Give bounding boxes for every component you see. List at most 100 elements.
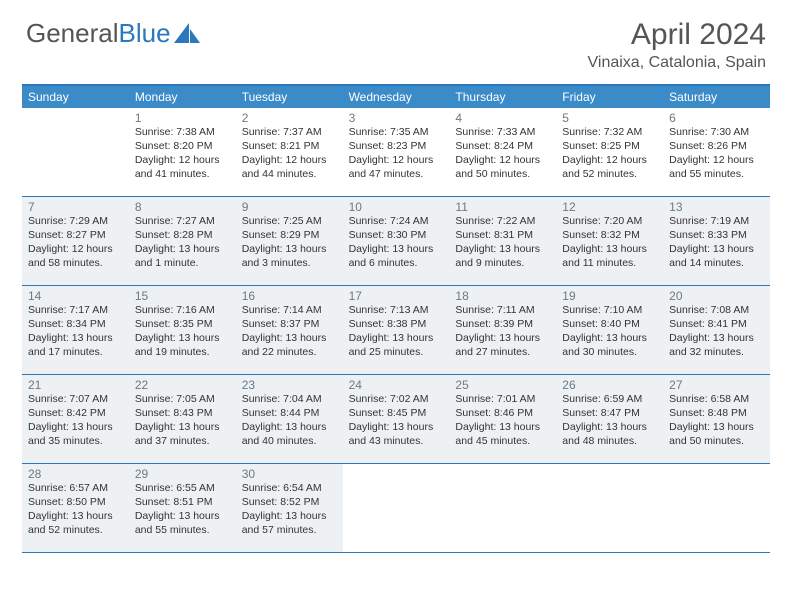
day-cell: 25Sunrise: 7:01 AMSunset: 8:46 PMDayligh… xyxy=(449,375,556,463)
day-cell xyxy=(343,464,450,552)
day-number: 3 xyxy=(349,111,444,125)
day-cell: 20Sunrise: 7:08 AMSunset: 8:41 PMDayligh… xyxy=(663,286,770,374)
day-d2: and 1 minute. xyxy=(135,257,230,271)
day-sunset: Sunset: 8:50 PM xyxy=(28,496,123,510)
day-d2: and 58 minutes. xyxy=(28,257,123,271)
day-number: 8 xyxy=(135,200,230,214)
day-sunset: Sunset: 8:41 PM xyxy=(669,318,764,332)
day-cell xyxy=(556,464,663,552)
day-d1: Daylight: 13 hours xyxy=(135,510,230,524)
day-cell: 22Sunrise: 7:05 AMSunset: 8:43 PMDayligh… xyxy=(129,375,236,463)
day-number: 2 xyxy=(242,111,337,125)
day-number: 29 xyxy=(135,467,230,481)
day-number: 24 xyxy=(349,378,444,392)
day-sunrise: Sunrise: 7:11 AM xyxy=(455,304,550,318)
days-of-week-row: Sunday Monday Tuesday Wednesday Thursday… xyxy=(22,86,770,108)
day-d1: Daylight: 13 hours xyxy=(562,421,657,435)
day-d1: Daylight: 13 hours xyxy=(349,332,444,346)
day-d2: and 25 minutes. xyxy=(349,346,444,360)
month-title: April 2024 xyxy=(588,18,767,52)
day-number: 28 xyxy=(28,467,123,481)
day-cell: 3Sunrise: 7:35 AMSunset: 8:23 PMDaylight… xyxy=(343,108,450,196)
day-sunrise: Sunrise: 7:14 AM xyxy=(242,304,337,318)
day-d1: Daylight: 13 hours xyxy=(242,243,337,257)
location-label: Vinaixa, Catalonia, Spain xyxy=(588,54,767,72)
day-sunset: Sunset: 8:40 PM xyxy=(562,318,657,332)
day-sunrise: Sunrise: 7:01 AM xyxy=(455,393,550,407)
day-sunset: Sunset: 8:26 PM xyxy=(669,140,764,154)
day-sunrise: Sunrise: 7:16 AM xyxy=(135,304,230,318)
day-sunset: Sunset: 8:30 PM xyxy=(349,229,444,243)
day-d2: and 47 minutes. xyxy=(349,168,444,182)
day-cell: 30Sunrise: 6:54 AMSunset: 8:52 PMDayligh… xyxy=(236,464,343,552)
day-sunrise: Sunrise: 7:29 AM xyxy=(28,215,123,229)
day-sunrise: Sunrise: 7:24 AM xyxy=(349,215,444,229)
day-cell: 18Sunrise: 7:11 AMSunset: 8:39 PMDayligh… xyxy=(449,286,556,374)
day-d2: and 22 minutes. xyxy=(242,346,337,360)
day-sunrise: Sunrise: 6:54 AM xyxy=(242,482,337,496)
day-d2: and 17 minutes. xyxy=(28,346,123,360)
day-d1: Daylight: 13 hours xyxy=(669,332,764,346)
day-d2: and 52 minutes. xyxy=(562,168,657,182)
day-sunset: Sunset: 8:46 PM xyxy=(455,407,550,421)
weeks-container: 1Sunrise: 7:38 AMSunset: 8:20 PMDaylight… xyxy=(22,108,770,553)
day-sunset: Sunset: 8:44 PM xyxy=(242,407,337,421)
day-number: 13 xyxy=(669,200,764,214)
day-cell: 19Sunrise: 7:10 AMSunset: 8:40 PMDayligh… xyxy=(556,286,663,374)
dow-wednesday: Wednesday xyxy=(343,86,450,108)
dow-saturday: Saturday xyxy=(663,86,770,108)
day-d2: and 57 minutes. xyxy=(242,524,337,538)
day-sunrise: Sunrise: 7:20 AM xyxy=(562,215,657,229)
day-number: 17 xyxy=(349,289,444,303)
day-d1: Daylight: 13 hours xyxy=(455,332,550,346)
day-number: 12 xyxy=(562,200,657,214)
day-number: 30 xyxy=(242,467,337,481)
day-cell: 11Sunrise: 7:22 AMSunset: 8:31 PMDayligh… xyxy=(449,197,556,285)
day-sunrise: Sunrise: 7:33 AM xyxy=(455,126,550,140)
day-d2: and 19 minutes. xyxy=(135,346,230,360)
day-sunrise: Sunrise: 7:02 AM xyxy=(349,393,444,407)
day-cell: 16Sunrise: 7:14 AMSunset: 8:37 PMDayligh… xyxy=(236,286,343,374)
day-cell: 8Sunrise: 7:27 AMSunset: 8:28 PMDaylight… xyxy=(129,197,236,285)
day-cell: 4Sunrise: 7:33 AMSunset: 8:24 PMDaylight… xyxy=(449,108,556,196)
day-d1: Daylight: 12 hours xyxy=(669,154,764,168)
day-sunrise: Sunrise: 7:17 AM xyxy=(28,304,123,318)
logo-text2: Blue xyxy=(119,18,171,49)
day-cell xyxy=(22,108,129,196)
day-number: 21 xyxy=(28,378,123,392)
day-d2: and 30 minutes. xyxy=(562,346,657,360)
day-sunset: Sunset: 8:51 PM xyxy=(135,496,230,510)
day-sunset: Sunset: 8:35 PM xyxy=(135,318,230,332)
day-sunset: Sunset: 8:31 PM xyxy=(455,229,550,243)
day-d2: and 14 minutes. xyxy=(669,257,764,271)
day-d2: and 52 minutes. xyxy=(28,524,123,538)
day-d1: Daylight: 13 hours xyxy=(28,421,123,435)
day-sunset: Sunset: 8:29 PM xyxy=(242,229,337,243)
day-cell: 7Sunrise: 7:29 AMSunset: 8:27 PMDaylight… xyxy=(22,197,129,285)
logo-text1: General xyxy=(26,18,119,49)
day-number: 5 xyxy=(562,111,657,125)
day-cell: 21Sunrise: 7:07 AMSunset: 8:42 PMDayligh… xyxy=(22,375,129,463)
calendar: Sunday Monday Tuesday Wednesday Thursday… xyxy=(22,84,770,553)
day-d1: Daylight: 13 hours xyxy=(242,510,337,524)
day-d2: and 50 minutes. xyxy=(455,168,550,182)
day-sunrise: Sunrise: 7:30 AM xyxy=(669,126,764,140)
title-block: April 2024 Vinaixa, Catalonia, Spain xyxy=(588,18,767,72)
day-d2: and 48 minutes. xyxy=(562,435,657,449)
day-d2: and 44 minutes. xyxy=(242,168,337,182)
day-sunrise: Sunrise: 7:05 AM xyxy=(135,393,230,407)
day-number: 1 xyxy=(135,111,230,125)
day-sunset: Sunset: 8:32 PM xyxy=(562,229,657,243)
logo-sail-icon xyxy=(174,23,200,45)
dow-sunday: Sunday xyxy=(22,86,129,108)
day-d1: Daylight: 13 hours xyxy=(349,243,444,257)
day-d1: Daylight: 12 hours xyxy=(28,243,123,257)
day-sunrise: Sunrise: 7:37 AM xyxy=(242,126,337,140)
dow-tuesday: Tuesday xyxy=(236,86,343,108)
day-d1: Daylight: 13 hours xyxy=(135,421,230,435)
week-row: 7Sunrise: 7:29 AMSunset: 8:27 PMDaylight… xyxy=(22,197,770,286)
day-number: 18 xyxy=(455,289,550,303)
day-d2: and 9 minutes. xyxy=(455,257,550,271)
day-d2: and 11 minutes. xyxy=(562,257,657,271)
day-number: 4 xyxy=(455,111,550,125)
